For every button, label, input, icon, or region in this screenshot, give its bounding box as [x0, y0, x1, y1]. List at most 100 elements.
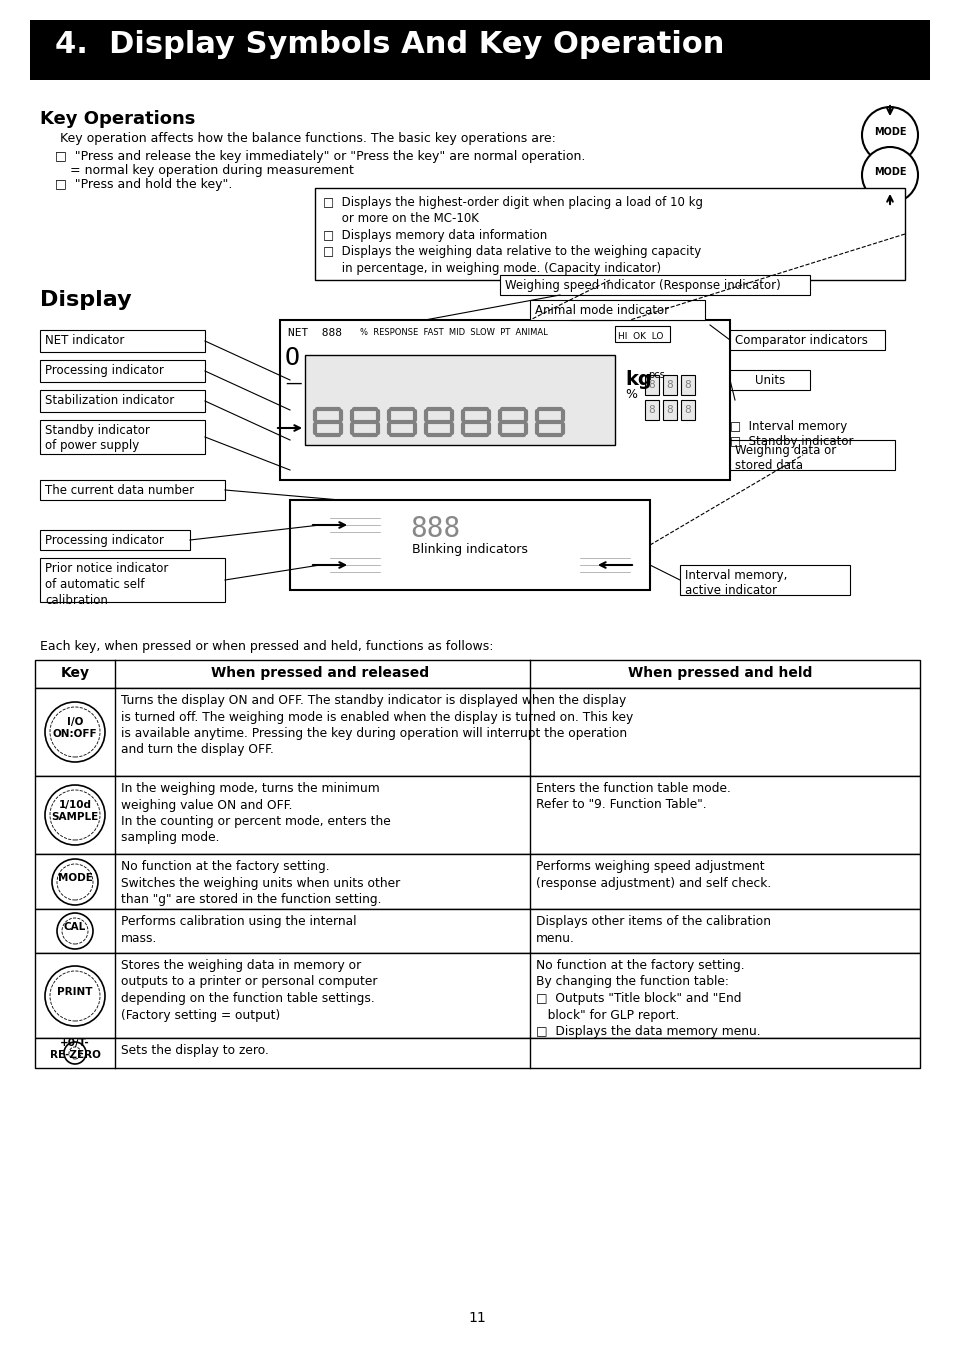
FancyBboxPatch shape [35, 776, 919, 855]
FancyBboxPatch shape [662, 400, 677, 420]
Text: 8: 8 [684, 379, 691, 390]
Text: Enters the function table mode.
Refer to "9. Function Table".: Enters the function table mode. Refer to… [536, 782, 730, 811]
FancyBboxPatch shape [280, 320, 729, 481]
Text: 8: 8 [648, 405, 655, 414]
Text: pcs: pcs [647, 370, 664, 379]
Text: 11: 11 [468, 1311, 485, 1324]
Text: %  RESPONSE  FAST  MID  SLOW  PT  ANIMAL: % RESPONSE FAST MID SLOW PT ANIMAL [359, 328, 547, 338]
Text: Sets the display to zero.: Sets the display to zero. [121, 1044, 269, 1057]
Text: Weighing speed indicator (Response indicator): Weighing speed indicator (Response indic… [504, 279, 780, 292]
Text: Prior notice indicator
of automatic self
calibration: Prior notice indicator of automatic self… [45, 562, 168, 608]
Text: When pressed and held: When pressed and held [627, 666, 811, 680]
Text: Blinking indicators: Blinking indicators [412, 544, 527, 556]
Text: Turns the display ON and OFF. The standby indicator is displayed when the displa: Turns the display ON and OFF. The standb… [121, 694, 633, 756]
Circle shape [45, 967, 105, 1026]
FancyBboxPatch shape [729, 440, 894, 470]
Text: Stores the weighing data in memory or
outputs to a printer or personal computer
: Stores the weighing data in memory or ou… [121, 958, 377, 1022]
Text: □  Interval memory: □ Interval memory [729, 420, 846, 433]
FancyBboxPatch shape [679, 566, 849, 595]
Circle shape [64, 1042, 86, 1064]
Text: = normal key operation during measurement: = normal key operation during measuremen… [70, 163, 354, 177]
FancyBboxPatch shape [729, 370, 809, 390]
Text: No function at the factory setting.
Switches the weighing units when units other: No function at the factory setting. Swit… [121, 860, 400, 906]
FancyBboxPatch shape [314, 188, 904, 279]
FancyBboxPatch shape [40, 558, 225, 602]
Text: 8: 8 [666, 379, 673, 390]
Text: Interval memory,
active indicator: Interval memory, active indicator [684, 568, 786, 597]
FancyBboxPatch shape [35, 660, 919, 688]
Text: NET indicator: NET indicator [45, 333, 124, 347]
Text: kg: kg [624, 370, 651, 389]
Text: Processing indicator: Processing indicator [45, 535, 164, 547]
FancyBboxPatch shape [40, 420, 205, 454]
FancyBboxPatch shape [35, 909, 919, 953]
Text: HI  OK  LO: HI OK LO [618, 332, 662, 342]
FancyBboxPatch shape [40, 531, 190, 549]
FancyBboxPatch shape [680, 400, 695, 420]
FancyBboxPatch shape [615, 325, 669, 342]
Text: Each key, when pressed or when pressed and held, functions as follows:: Each key, when pressed or when pressed a… [40, 640, 493, 653]
Circle shape [45, 702, 105, 761]
Text: O: O [285, 346, 299, 370]
FancyBboxPatch shape [644, 400, 659, 420]
Text: Displays other items of the calibration
menu.: Displays other items of the calibration … [536, 915, 770, 945]
Text: 8: 8 [666, 405, 673, 414]
Circle shape [862, 107, 917, 163]
Text: 888: 888 [410, 514, 459, 543]
Text: Comparator indicators: Comparator indicators [734, 333, 867, 347]
FancyBboxPatch shape [35, 1038, 919, 1068]
FancyBboxPatch shape [30, 20, 929, 80]
Text: CAL: CAL [64, 922, 86, 931]
Text: □  Displays the highest-order digit when placing a load of 10 kg
     or more on: □ Displays the highest-order digit when … [323, 196, 702, 275]
Text: %: % [624, 387, 637, 401]
FancyBboxPatch shape [40, 329, 205, 352]
Text: Key operation affects how the balance functions. The basic key operations are:: Key operation affects how the balance fu… [60, 132, 556, 144]
FancyBboxPatch shape [680, 375, 695, 396]
Text: MODE: MODE [57, 873, 92, 883]
Text: Processing indicator: Processing indicator [45, 364, 164, 377]
FancyBboxPatch shape [305, 355, 615, 446]
Text: MODE: MODE [873, 167, 905, 177]
FancyBboxPatch shape [35, 953, 919, 1038]
Text: Standby indicator
of power supply: Standby indicator of power supply [45, 424, 150, 452]
Circle shape [45, 784, 105, 845]
Text: □  "Press and release the key immediately" or "Press the key" are normal operati: □ "Press and release the key immediately… [55, 150, 585, 163]
Text: MODE: MODE [873, 127, 905, 136]
Text: Performs calibration using the internal
mass.: Performs calibration using the internal … [121, 915, 356, 945]
FancyBboxPatch shape [40, 481, 225, 500]
Text: □  "Press and hold the key".: □ "Press and hold the key". [55, 178, 233, 190]
Text: Weighing data or
stored data: Weighing data or stored data [734, 444, 836, 472]
Text: NET  888: NET 888 [288, 328, 341, 338]
Text: PRINT: PRINT [57, 987, 92, 998]
Text: 8: 8 [648, 379, 655, 390]
Text: Performs weighing speed adjustment
(response adjustment) and self check.: Performs weighing speed adjustment (resp… [536, 860, 770, 890]
Text: Key: Key [60, 666, 90, 680]
FancyBboxPatch shape [40, 360, 205, 382]
Text: Stabilization indicator: Stabilization indicator [45, 394, 174, 406]
FancyBboxPatch shape [35, 855, 919, 909]
FancyBboxPatch shape [729, 329, 884, 350]
Text: In the weighing mode, turns the minimum
weighing value ON and OFF.
In the counti: In the weighing mode, turns the minimum … [121, 782, 391, 845]
Circle shape [52, 859, 98, 905]
Text: □  Standby indicator: □ Standby indicator [729, 435, 853, 448]
Text: +0/T-
RE-ZERO: +0/T- RE-ZERO [50, 1038, 100, 1060]
FancyBboxPatch shape [662, 375, 677, 396]
FancyBboxPatch shape [40, 390, 205, 412]
Text: Animal mode indicator: Animal mode indicator [535, 304, 668, 317]
Text: I/O
ON:OFF: I/O ON:OFF [52, 717, 97, 740]
FancyBboxPatch shape [290, 500, 649, 590]
Text: Display: Display [40, 290, 132, 310]
Text: 8: 8 [684, 405, 691, 414]
Text: 4.  Display Symbols And Key Operation: 4. Display Symbols And Key Operation [55, 30, 723, 59]
FancyBboxPatch shape [530, 300, 704, 320]
Text: When pressed and released: When pressed and released [211, 666, 429, 680]
Text: Units: Units [754, 374, 784, 386]
Text: —: — [285, 374, 301, 392]
Circle shape [862, 147, 917, 202]
FancyBboxPatch shape [35, 688, 919, 776]
FancyBboxPatch shape [499, 275, 809, 296]
Circle shape [57, 913, 92, 949]
Text: 1/10d
SAMPLE: 1/10d SAMPLE [51, 799, 98, 822]
Text: The current data number: The current data number [45, 485, 193, 497]
Text: No function at the factory setting.
By changing the function table:
□  Outputs ": No function at the factory setting. By c… [536, 958, 760, 1038]
